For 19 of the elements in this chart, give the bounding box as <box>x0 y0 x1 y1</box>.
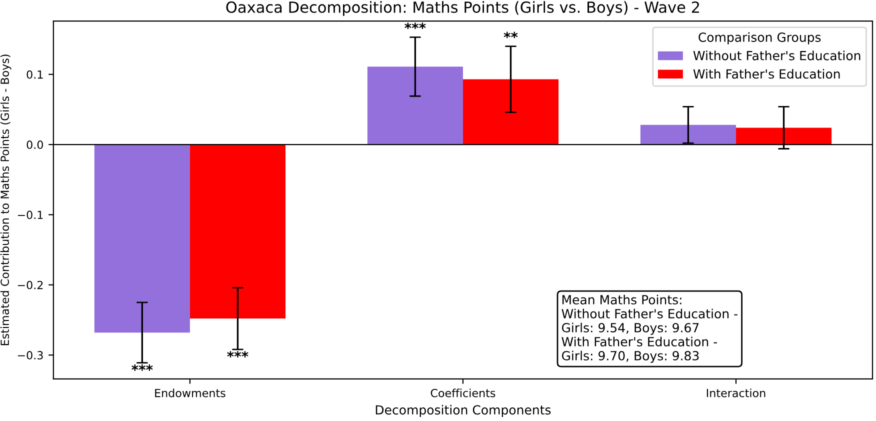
x-tick-label: Coefficients <box>430 388 496 398</box>
legend-title: Comparison Groups <box>698 32 821 44</box>
data-label: *** <box>132 364 153 371</box>
chart-title: Oaxaca Decomposition: Maths Points (Girls vs. Boys) - Wave 2 <box>226 1 699 16</box>
x-axis-title: Decomposition Components <box>376 404 551 418</box>
data-label: ** <box>504 32 518 38</box>
annotation: Mean Maths Points: Without Father's Education - Girls: 9.54, Boys: 9.67 With Father's Education - Girls: 9.70, Boys: 9.83 <box>562 294 738 363</box>
data-label: *** <box>227 351 248 358</box>
y-tick-label: −0.2 <box>18 280 43 290</box>
y-axis-title: Estimated Contribution to Maths Points (Girls - Boys) <box>0 54 12 346</box>
legend-label: With Father's Education <box>693 68 840 79</box>
y-tick-label: −0.3 <box>18 351 43 360</box>
data-label: *** <box>404 22 426 30</box>
x-tick-label: Interaction <box>706 388 766 398</box>
y-tick-label: 0.1 <box>26 70 43 79</box>
x-tick-label: Endowments <box>155 388 226 398</box>
legend-label: Without Father's Education <box>693 50 860 60</box>
y-tick-label: 0.0 <box>26 140 43 149</box>
y-tick-label: −0.1 <box>18 210 43 220</box>
